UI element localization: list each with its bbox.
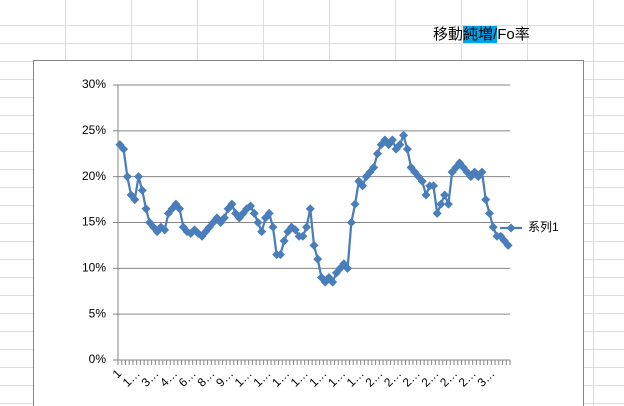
y-tick-label: 10% <box>82 261 106 275</box>
data-point <box>440 190 450 200</box>
y-tick-label: 20% <box>82 169 106 183</box>
data-point <box>302 222 312 232</box>
data-point <box>219 213 229 223</box>
data-point <box>387 135 397 145</box>
data-point <box>122 172 132 182</box>
data-point <box>160 225 170 235</box>
data-point <box>290 225 300 235</box>
data-point <box>481 195 491 205</box>
y-tick-label: 0% <box>89 352 107 366</box>
data-point <box>227 199 237 209</box>
data-point <box>488 222 498 232</box>
data-point <box>249 208 259 218</box>
data-point <box>246 201 256 211</box>
chart-area <box>33 60 584 406</box>
cell-text[interactable]: 移動純増/Fo率 <box>433 23 530 44</box>
data-point <box>305 204 315 214</box>
data-point <box>141 204 151 214</box>
data-point <box>443 199 453 209</box>
data-point <box>402 144 412 154</box>
data-point <box>257 227 267 237</box>
data-point <box>134 172 144 182</box>
data-point <box>313 254 323 264</box>
data-point <box>130 195 140 205</box>
data-point <box>119 144 129 154</box>
data-point <box>346 218 356 227</box>
legend-label: 系列1 <box>528 220 559 234</box>
data-point <box>417 176 427 186</box>
data-point <box>428 181 438 191</box>
data-point <box>421 190 431 200</box>
data-point <box>395 140 405 150</box>
data-point <box>484 208 494 218</box>
data-point <box>175 204 185 214</box>
data-point <box>279 236 289 246</box>
data-point <box>253 218 263 227</box>
data-point <box>275 250 285 260</box>
data-point <box>350 199 360 209</box>
y-tick-label: 30% <box>82 77 106 91</box>
y-tick-label: 15% <box>82 215 106 229</box>
selected-text: 純増/ <box>463 26 498 43</box>
data-point <box>436 199 446 209</box>
y-tick-label: 25% <box>82 123 106 137</box>
data-point <box>477 167 487 177</box>
data-point <box>309 240 319 250</box>
data-point <box>503 240 513 250</box>
cell-text-part: 移動 <box>433 26 464 43</box>
data-point <box>137 185 147 195</box>
data-point <box>298 231 308 241</box>
data-point <box>369 163 379 172</box>
cell-text-part: Fo率 <box>497 26 530 43</box>
y-tick-label: 5% <box>89 306 107 320</box>
legend-marker <box>506 223 516 233</box>
data-point <box>358 181 368 191</box>
data-point <box>268 222 278 232</box>
data-point <box>264 208 274 218</box>
data-point <box>343 263 353 273</box>
data-point <box>432 208 442 218</box>
data-point <box>372 149 382 159</box>
data-point <box>399 130 409 140</box>
data-point <box>328 277 338 287</box>
